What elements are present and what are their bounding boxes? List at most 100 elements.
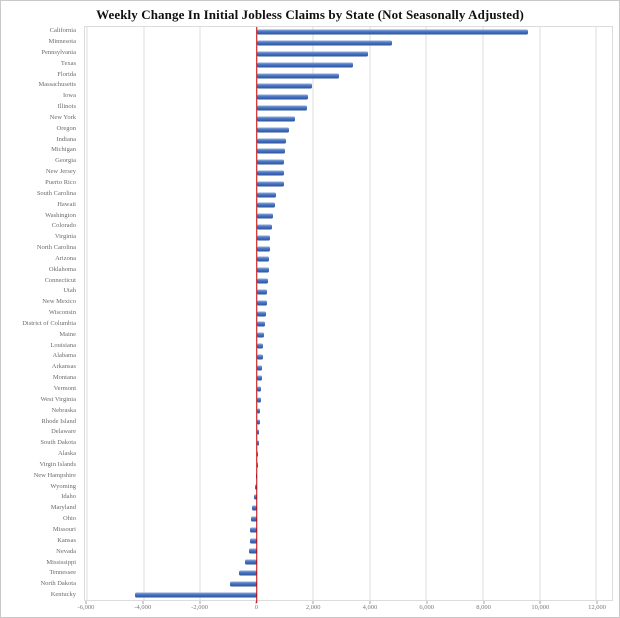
bar-row [85,70,612,81]
y-category-label: California [49,27,76,35]
bar [251,516,257,522]
bar [256,213,274,219]
bar-row [85,524,612,535]
x-tick-mark [426,601,428,604]
bar [254,484,257,490]
y-category-label: Missouri [52,525,76,533]
y-category-label: Indiana [56,135,77,143]
x-tick-label: 2,000 [305,604,321,611]
y-category-label: Utah [63,287,76,295]
bar-row [85,416,612,427]
bar-row [85,38,612,49]
y-category-label: Nevada [56,547,76,555]
x-tick-label: -2,000 [191,604,208,611]
y-category-label: New York [49,113,76,121]
bar-row [85,265,612,276]
y-category-label: Massachusetts [38,81,76,89]
bar-row [85,27,612,38]
y-category-label: Maine [59,330,76,338]
bar-row [85,222,612,233]
y-category-label: Virginia [54,233,76,241]
bar [256,343,264,349]
y-category-label: North Carolina [36,244,76,252]
bar-row [85,546,612,557]
x-tick-mark [369,601,371,604]
bar [256,408,261,414]
bar-row [85,135,612,146]
y-category-label: Arizona [55,254,76,262]
bar [256,51,368,57]
x-tick-label: -6,000 [77,604,95,611]
x-tick-mark [142,601,144,604]
bar [256,267,269,273]
bar [256,159,285,165]
bar-row [85,178,612,189]
y-category-label: Delaware [51,428,76,436]
gridline [143,27,145,600]
bar [135,592,257,598]
bar-row [85,373,612,384]
y-category-label: Ohio [63,515,76,523]
x-tick-mark [199,601,201,604]
y-category-label: Michigan [51,146,76,154]
y-category-label: Vermont [53,385,76,393]
x-tick-label: 6,000 [419,604,435,611]
bar [256,202,276,208]
bar [256,311,266,317]
gridline [199,27,201,600]
plot-area [84,26,613,603]
y-axis-labels: California Minnesota Pennsylvania Texas Flor… [1,26,80,601]
bar [253,494,257,500]
y-category-label: West Virginia [40,395,77,403]
bar-row [85,481,612,492]
y-category-label: Kentucky [50,591,76,599]
y-category-label: South Carolina [36,189,76,197]
bar [256,62,353,68]
y-category-label: Nebraska [51,406,76,414]
gridline [595,27,597,600]
y-category-label: Texas [60,59,76,67]
bar-rows [85,27,612,600]
y-category-label: Iowa [63,92,76,100]
bar-row [85,589,612,600]
bar [256,354,263,360]
bar-row [85,503,612,514]
bar-row [85,146,612,157]
y-category-label: Idaho [61,493,76,501]
y-category-label: New Jersey [45,168,76,176]
y-category-label: Florida [57,70,76,78]
chart-title: Weekly Change In Initial Jobless Claims … [96,7,524,22]
y-category-label: Pennsylvania [41,48,76,56]
bar [256,73,339,79]
bar-row [85,351,612,362]
bar [249,538,257,544]
bar-row [85,308,612,319]
gridline [539,27,541,600]
bar-row [85,297,612,308]
y-category-label: Georgia [55,157,76,165]
bar-row [85,254,612,265]
x-tick-label: 8,000 [476,604,491,611]
bar [256,40,392,46]
y-category-label: Washington [45,211,76,219]
bar [256,375,262,381]
y-category-label: Illinois [57,103,76,111]
bar-row [85,395,612,406]
bar-row [85,568,612,579]
bar-row [85,514,612,525]
bar [256,83,312,89]
x-tick-mark [312,601,314,604]
bar-row [85,211,612,222]
bar-row [85,449,612,460]
bar [256,224,272,230]
x-tick-label: -4,000 [134,604,152,611]
bar-row [85,157,612,168]
y-category-label: Maryland [50,504,76,512]
bar-row [85,557,612,568]
y-category-label: Oklahoma [48,265,76,273]
y-category-label: Virgin Islands [39,460,76,468]
bar-row [85,460,612,471]
y-category-label: Colorado [51,222,76,230]
x-tick-label: 10,000 [531,604,550,611]
bar-row [85,168,612,179]
